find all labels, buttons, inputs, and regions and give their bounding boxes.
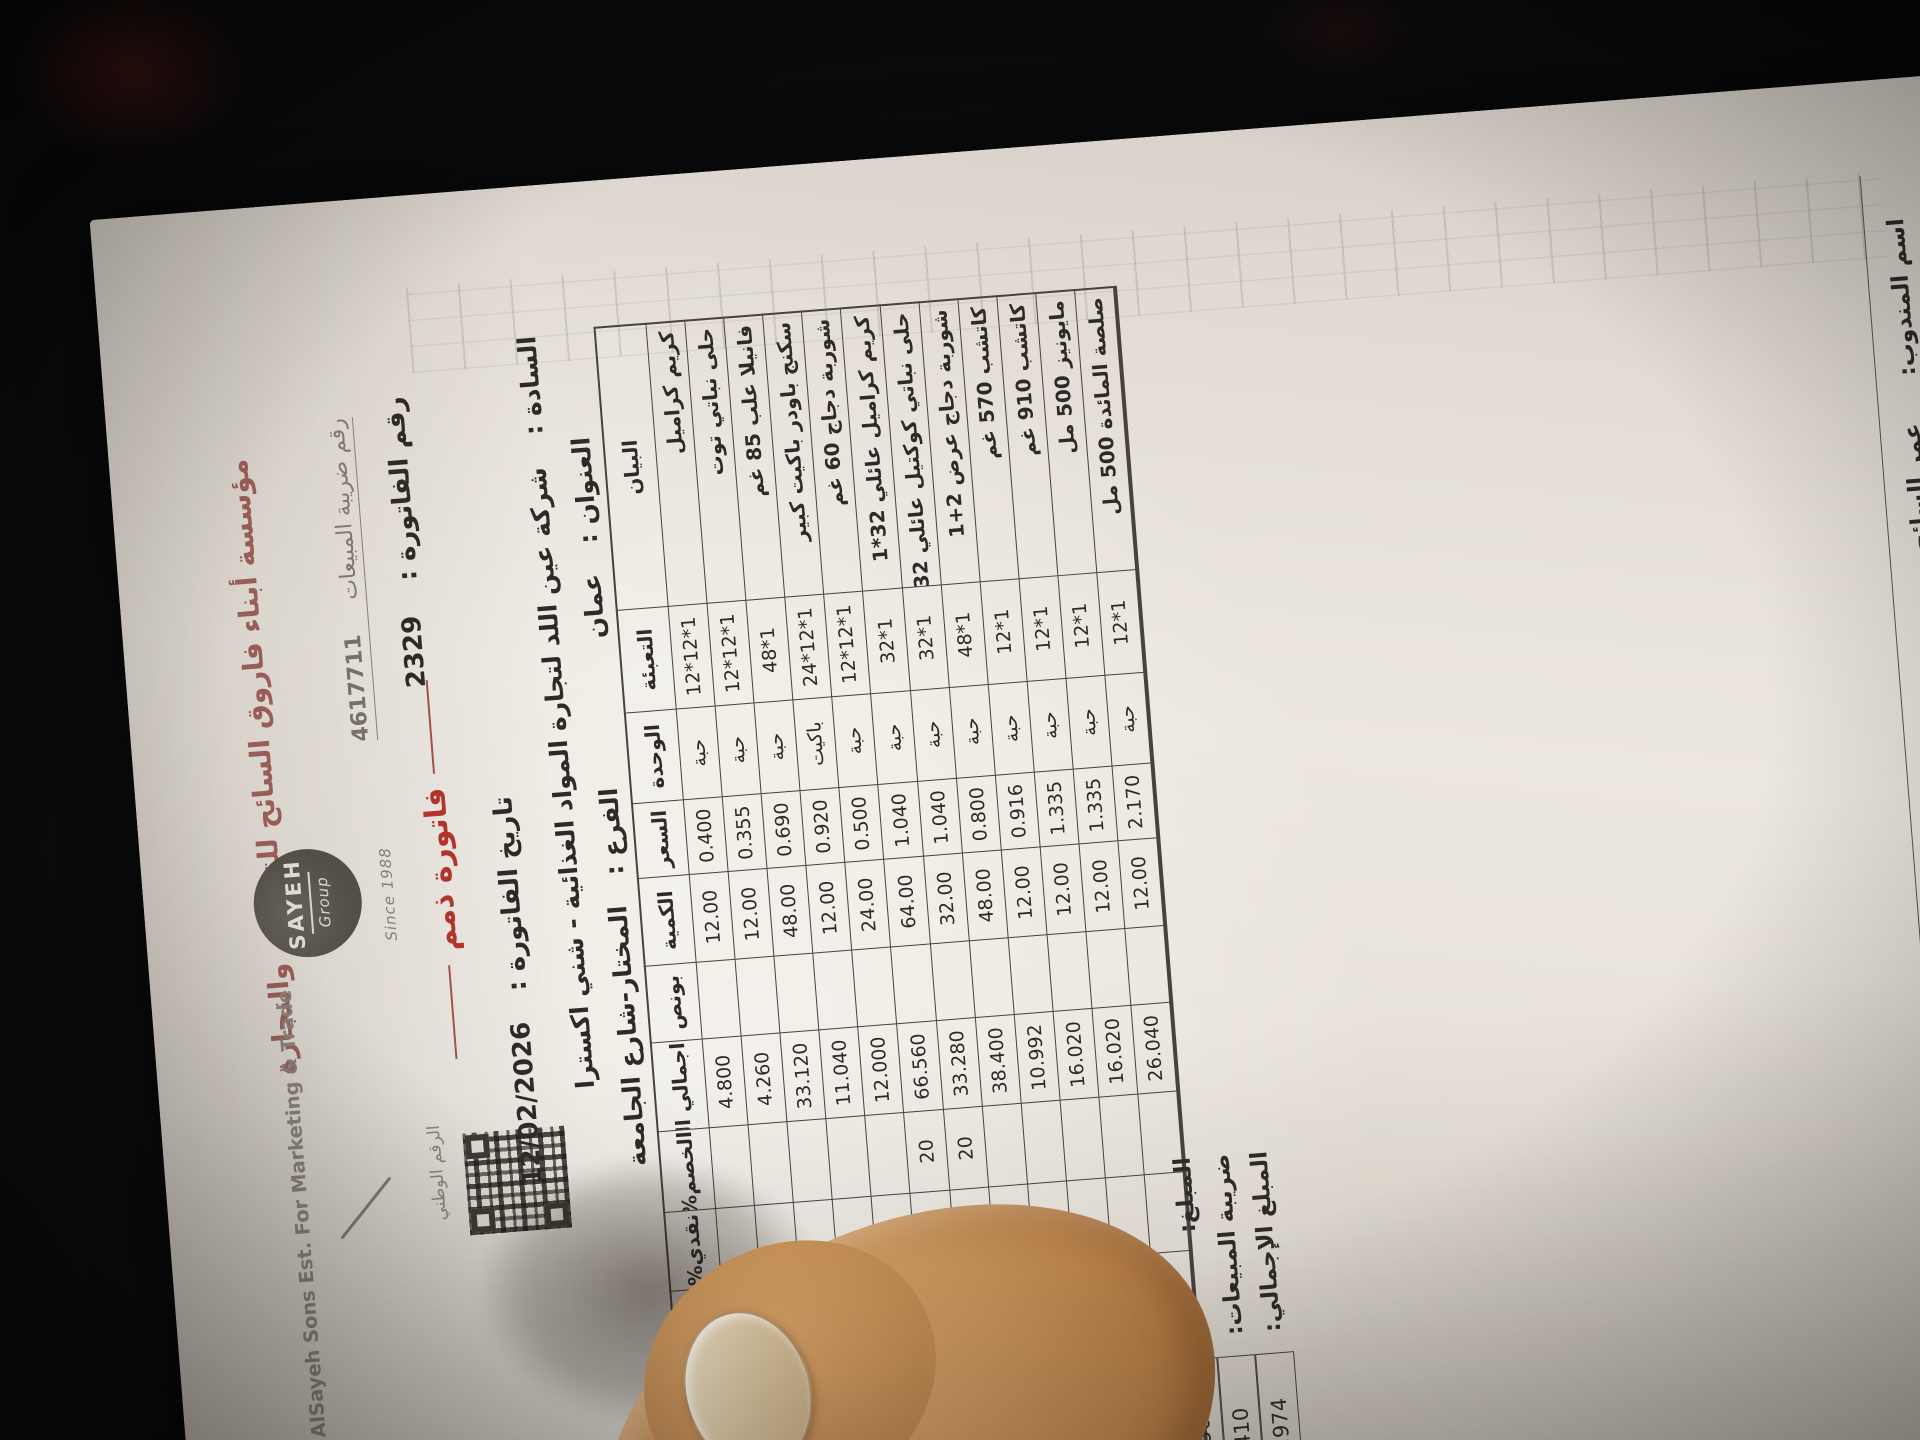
table-cell: 12.00 <box>1117 837 1166 929</box>
title-line-right <box>425 680 435 774</box>
background-red-glow <box>0 0 300 200</box>
table-cell <box>1098 1094 1145 1178</box>
table-cell: 12.00 <box>689 871 736 963</box>
table-cell <box>1085 928 1131 1009</box>
print-through-ghosting <box>405 171 1888 374</box>
table-cell <box>890 943 937 1024</box>
table-cell <box>1124 925 1172 1006</box>
table-cell: 33.280 <box>936 1017 982 1110</box>
table-cell <box>1059 1097 1106 1181</box>
table-cell: 20 <box>904 1109 950 1194</box>
table-cell <box>981 1103 1028 1188</box>
logo-word: SAYEH <box>279 857 311 951</box>
table-cell: 12.00 <box>806 862 853 954</box>
table-cell: 32.00 <box>923 853 969 944</box>
table-cell <box>1020 1100 1067 1185</box>
table-cell: 12.00 <box>1039 843 1086 935</box>
table-cell: 26.040 <box>1130 1002 1179 1095</box>
table-cell: 0.355 <box>722 793 768 872</box>
sales-tax-number-line: رقم ضريبة المبيعات 4617711 <box>323 417 379 743</box>
address-value: عمان <box>576 572 611 640</box>
table-cell: 0.800 <box>956 775 1002 854</box>
table-cell: 0.500 <box>839 784 885 863</box>
table-cell: 11.040 <box>819 1026 866 1119</box>
salesman-label: اسم المندوب: <box>1883 217 1920 377</box>
invoice-number-line: رقم الفاتورة : 2329 <box>379 396 432 689</box>
title-line-left <box>447 965 457 1060</box>
table-cell: 12.00 <box>728 868 775 960</box>
table-cell <box>735 956 781 1036</box>
table-cell: 48.00 <box>962 850 1008 941</box>
logo-since-text: Since 1988 <box>375 846 401 942</box>
sales-tax-number: 4617711 <box>340 633 375 743</box>
background-red-glow-2 <box>1230 0 1450 100</box>
table-cell: 66.560 <box>897 1020 943 1113</box>
table-cell: 1.335 <box>1034 769 1079 847</box>
invoice-date-line: تاريخ الفاتورة : 12/02/2026 <box>488 795 548 1186</box>
table-cell <box>1007 934 1053 1015</box>
table-cell <box>865 1112 911 1197</box>
invoice-number-label: رقم الفاتورة : <box>379 395 424 582</box>
grand-total-value: 292.974 <box>1255 1351 1308 1440</box>
table-cell: حبة <box>1104 672 1153 767</box>
table-cell: 64.00 <box>884 856 930 947</box>
invoice-type-text: فاتورة ذمم <box>417 786 465 953</box>
salesman-pair: اسم المندوب: عمر السائح <box>1883 217 1920 551</box>
invoice-date-label: تاريخ الفاتورة : <box>488 795 534 993</box>
table-cell: 48.00 <box>767 865 814 957</box>
column-header: الكمية <box>637 874 697 967</box>
branch-label: الفرع : <box>593 786 630 877</box>
column-header: الوحدة <box>624 709 684 804</box>
table-cell: 1.335 <box>1073 766 1118 844</box>
logo-word-2: Group <box>312 875 335 928</box>
table-cell: 1.040 <box>878 781 924 860</box>
table-cell: 0.916 <box>995 772 1040 851</box>
column-header: السعر <box>632 799 690 879</box>
table-cell <box>968 937 1014 1018</box>
table-cell: 0.690 <box>761 790 807 869</box>
invoice-type-title: فاتورة ذمم <box>409 679 474 1061</box>
salesman-name: عمر السائح <box>1899 422 1920 552</box>
table-cell <box>929 940 975 1021</box>
table-cell <box>696 959 742 1040</box>
company-name-arabic: مؤسسة أبناء فاروق السائح للتسويق والتجار… <box>220 457 303 1077</box>
table-cell: 2.170 <box>1112 762 1159 841</box>
address-label: العنوان : <box>566 436 604 545</box>
table-cell: 12.00 <box>1001 846 1047 938</box>
column-header: التعبئة <box>616 606 677 714</box>
signature-row: اسم المندوب: عمر السائح اسم ختم المستلم:… <box>1883 217 1920 1375</box>
table-cell <box>852 946 898 1027</box>
invoice-number-value: 2329 <box>396 614 433 689</box>
table-cell: 0.920 <box>800 787 846 866</box>
sales-tax-label: رقم ضريبة المبيعات <box>323 417 364 601</box>
column-header: بونص <box>644 962 703 1044</box>
table-cell: 12.00 <box>1078 840 1125 932</box>
table-cell: 20 <box>942 1106 989 1191</box>
table-cell: 1.040 <box>917 778 963 857</box>
table-cell <box>813 950 859 1030</box>
table-cell <box>774 953 820 1033</box>
pen-stroke-mark <box>340 1176 392 1240</box>
table-cell: 16.020 <box>1052 1008 1099 1101</box>
table-cell: 33.120 <box>780 1029 827 1122</box>
table-cell <box>1046 931 1092 1012</box>
table-cell: 12*1 <box>1096 569 1146 676</box>
table-cell: 0.400 <box>683 796 729 875</box>
company-name-english: uq AlSayeh Sons Est. For Marketing & Tra… <box>272 989 334 1440</box>
table-cell: 24.00 <box>845 859 891 951</box>
